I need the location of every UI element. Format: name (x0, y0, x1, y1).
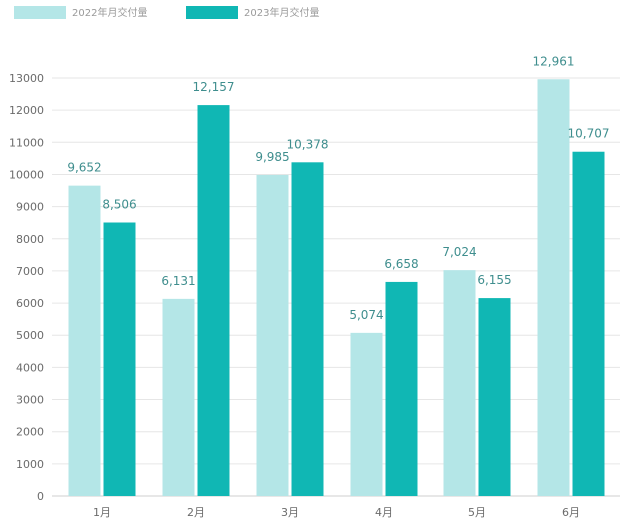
data-label-2-2: 12,157 (193, 80, 235, 94)
legend-label-2: 2023年月交付量 (244, 6, 319, 19)
y-tick-label-8: 8000 (16, 233, 44, 246)
data-label-1-4: 5,074 (349, 308, 383, 322)
y-tick-label-6: 6000 (16, 297, 44, 310)
x-tick-label-5: 5月 (468, 506, 486, 519)
y-tick-label-2: 2000 (16, 426, 44, 439)
x-tick-label-4: 4月 (375, 506, 393, 519)
x-axis: 1月 2月 3月 4月 5月 6月 (93, 506, 580, 519)
y-tick-label-5: 5000 (16, 329, 44, 342)
bar-2-2 (197, 105, 230, 497)
bar-2-5 (478, 298, 511, 496)
data-label-1-5: 7,024 (442, 245, 476, 259)
x-tick-label-3: 3月 (281, 506, 299, 519)
y-tick-label-10: 10000 (9, 168, 44, 181)
gridlines (52, 77, 620, 497)
y-tick-label-12: 12000 (9, 104, 44, 117)
data-label-2-6: 10,707 (568, 127, 610, 141)
y-tick-label-9: 9000 (16, 201, 44, 214)
x-tick-label-1: 1月 (93, 506, 111, 519)
bar-1-5 (443, 270, 476, 496)
y-tick-label-1: 1000 (16, 458, 44, 471)
data-label-1-3: 9,985 (255, 150, 289, 164)
legend-swatch-1 (14, 6, 66, 19)
legend: 2022年月交付量 2023年月交付量 (14, 6, 319, 19)
bar-1-3 (256, 174, 289, 496)
y-tick-label-0: 0 (37, 490, 44, 503)
y-tick-label-13: 13000 (9, 72, 44, 85)
x-tick-label-6: 6月 (562, 506, 580, 519)
bars (68, 79, 605, 497)
legend-label-1: 2022年月交付量 (72, 6, 147, 19)
bar-2-4 (385, 281, 418, 496)
data-label-1-2: 6,131 (161, 274, 195, 288)
bar-2-1 (103, 222, 136, 496)
y-tick-label-4: 4000 (16, 361, 44, 374)
data-label-1-6: 12,961 (533, 54, 575, 68)
data-label-1-1: 9,652 (67, 161, 101, 175)
data-label-2-4: 6,658 (384, 257, 418, 271)
x-tick-label-2: 2月 (187, 506, 205, 519)
y-tick-label-3: 3000 (16, 394, 44, 407)
data-label-2-5: 6,155 (477, 273, 511, 287)
bar-2-6 (572, 151, 605, 497)
bar-1-6 (537, 79, 570, 496)
data-label-2-1: 8,506 (102, 197, 136, 211)
y-axis: 0 1000 2000 3000 4000 5000 6000 7000 8000 9000 100… (9, 72, 44, 503)
data-label-2-3: 10,378 (287, 137, 329, 151)
y-tick-label-7: 7000 (16, 265, 44, 278)
bar-1-2 (162, 298, 195, 496)
legend-swatch-2 (186, 6, 238, 19)
bar-1-1 (68, 185, 101, 497)
data-labels: 9,652 6,131 9,985 5,074 7,024 12,961 8,506 12,1… (67, 54, 609, 322)
y-tick-label-11: 11000 (9, 136, 44, 149)
bar-2-3 (291, 162, 324, 497)
bar-1-4 (350, 332, 383, 496)
